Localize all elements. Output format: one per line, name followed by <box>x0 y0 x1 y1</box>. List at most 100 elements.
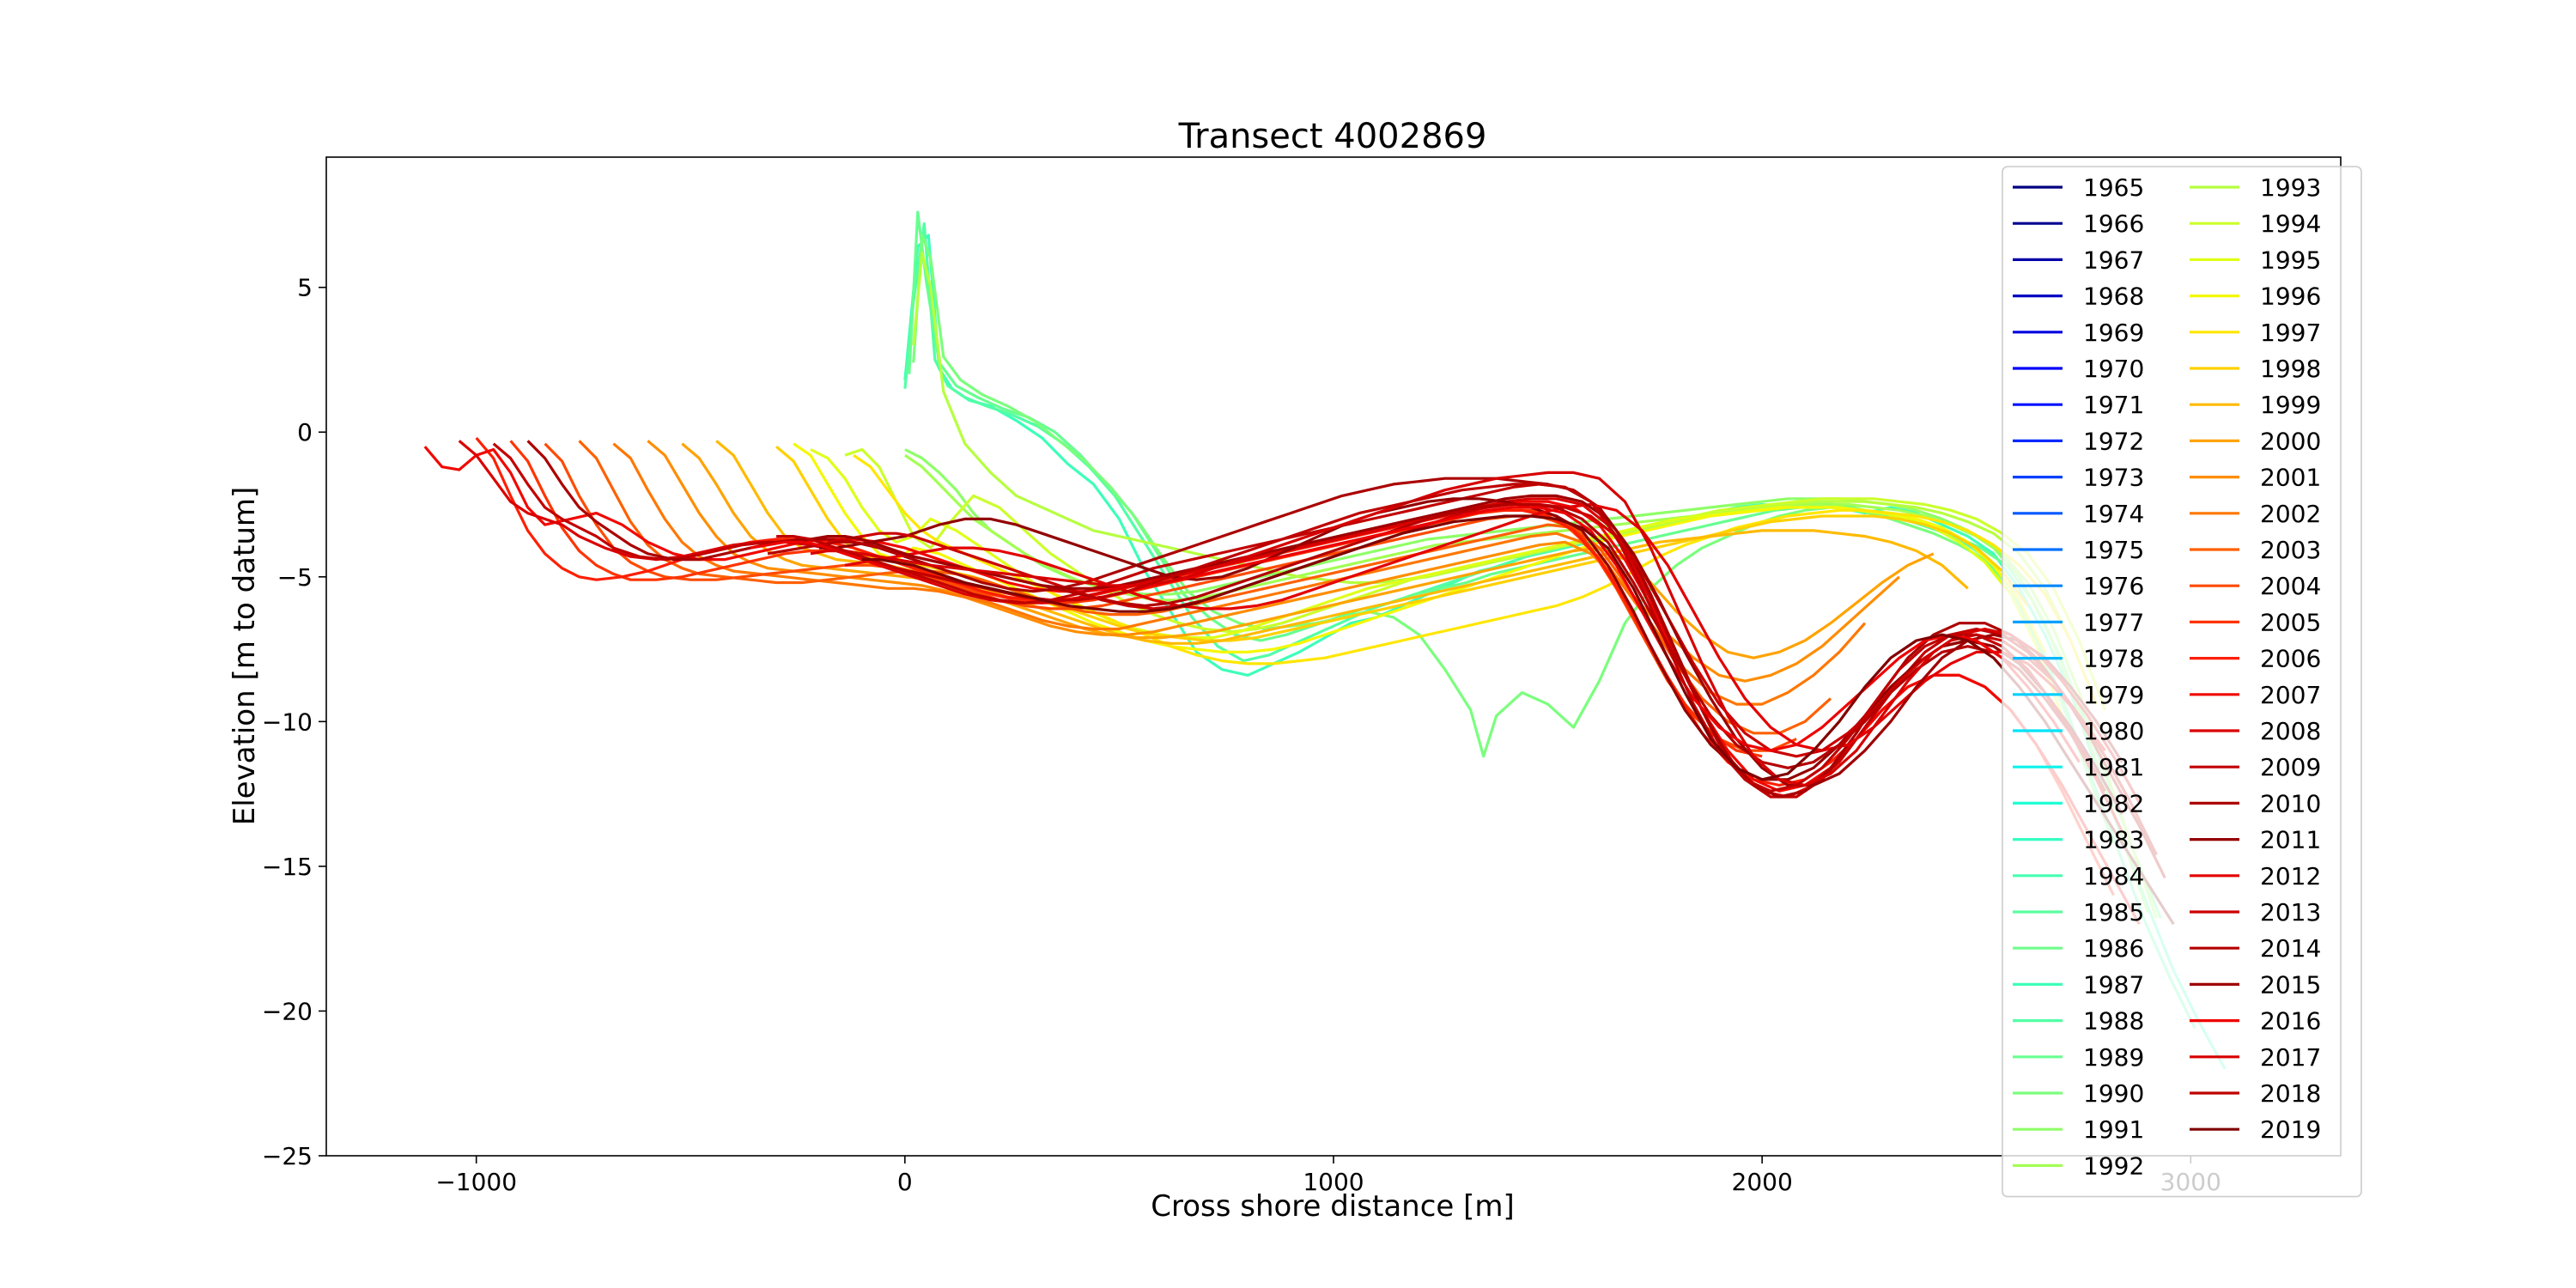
legend-label: 1973 <box>2083 464 2144 492</box>
legend-label: 2000 <box>2260 427 2321 455</box>
legend-label: 1978 <box>2083 645 2144 673</box>
legend-label: 2009 <box>2260 753 2321 781</box>
legend-label: 1971 <box>2083 391 2144 419</box>
series-line-2011 <box>819 497 2123 815</box>
series-line-2012 <box>844 502 2106 752</box>
x-tick-label: 2000 <box>1732 1168 1793 1196</box>
legend-item-1999: 1999 <box>2190 391 2321 419</box>
legend-item-1997: 1997 <box>2190 319 2321 347</box>
legend-item-1975: 1975 <box>2013 536 2144 564</box>
y-tick-label: −20 <box>262 997 313 1025</box>
y-tick-label: −10 <box>262 708 313 736</box>
legend-item-1982: 1982 <box>2013 789 2144 817</box>
legend-label: 1968 <box>2083 283 2144 311</box>
series-line-2013 <box>827 502 2132 804</box>
legend-item-1969: 1969 <box>2013 319 2144 347</box>
legend-label: 1982 <box>2083 789 2144 817</box>
legend-item-1981: 1981 <box>2013 753 2144 781</box>
legend-label: 1988 <box>2083 1007 2144 1036</box>
legend-label: 2006 <box>2260 645 2321 673</box>
x-axis-label: Cross shore distance [m] <box>1151 1189 1515 1224</box>
legend-item-1979: 1979 <box>2013 681 2144 709</box>
legend-label: 1998 <box>2260 355 2321 383</box>
legend-label: 2019 <box>2260 1115 2321 1144</box>
legend-label: 1977 <box>2083 608 2144 636</box>
y-axis-label: Elevation [m to datum] <box>228 487 262 826</box>
legend-box <box>2002 166 2362 1198</box>
legend-item-1995: 1995 <box>2190 246 2321 274</box>
legend-label: 1993 <box>2260 173 2321 202</box>
legend-item-1983: 1983 <box>2013 826 2144 854</box>
legend-item-2010: 2010 <box>2190 789 2321 817</box>
legend-item-1974: 1974 <box>2013 500 2144 528</box>
legend-label: 2015 <box>2260 970 2321 999</box>
series-line-1990 <box>912 234 2116 844</box>
legend-item-1985: 1985 <box>2013 898 2144 927</box>
legend-label: 1974 <box>2083 500 2144 528</box>
legend-label: 2007 <box>2260 681 2321 709</box>
legend-label: 1987 <box>2083 970 2144 999</box>
legend-item-1965: 1965 <box>2013 173 2144 202</box>
legend-label: 1967 <box>2083 246 2144 274</box>
legend-item-2005: 2005 <box>2190 608 2321 636</box>
legend-item-1994: 1994 <box>2190 210 2321 238</box>
legend-item-2004: 2004 <box>2190 572 2321 600</box>
legend-label: 2003 <box>2260 536 2321 564</box>
legend-item-2006: 2006 <box>2190 645 2321 673</box>
legend-item-1987: 1987 <box>2013 970 2144 999</box>
y-tick-label: −5 <box>277 563 313 592</box>
legend-label: 2002 <box>2260 500 2321 528</box>
legend-label: 1979 <box>2083 681 2144 709</box>
legend-item-2017: 2017 <box>2190 1043 2321 1072</box>
legend-item-2009: 2009 <box>2190 753 2321 781</box>
legend-label: 1969 <box>2083 319 2144 347</box>
legend-label: 1966 <box>2083 210 2144 238</box>
legend-label: 1994 <box>2260 210 2321 238</box>
legend-label: 1981 <box>2083 753 2144 781</box>
y-tick-label: −15 <box>262 853 313 881</box>
legend-label: 1980 <box>2083 717 2144 745</box>
legend-item-1991: 1991 <box>2013 1115 2144 1144</box>
legend-label: 2013 <box>2260 898 2321 927</box>
legend-item-1973: 1973 <box>2013 464 2144 492</box>
legend-item-1990: 1990 <box>2013 1079 2144 1108</box>
y-tick-label: −25 <box>262 1142 313 1170</box>
legend-item-1984: 1984 <box>2013 862 2144 890</box>
legend-item-1980: 1980 <box>2013 717 2144 745</box>
legend-item-1992: 1992 <box>2013 1151 2144 1180</box>
legend-label: 2017 <box>2260 1043 2321 1072</box>
legend-item-1978: 1978 <box>2013 645 2144 673</box>
series-line-2000 <box>681 442 1935 659</box>
legend-label: 2005 <box>2260 608 2321 636</box>
legend-label: 1984 <box>2083 862 2144 890</box>
legend-item-1968: 1968 <box>2013 283 2144 311</box>
legend-label: 1985 <box>2083 898 2144 927</box>
legend: 1965 1966 1967 1968 1969 1970 1971 1972 1973 1974… <box>2002 166 2362 1198</box>
legend-label: 2001 <box>2260 464 2321 492</box>
legend-item-2008: 2008 <box>2190 717 2321 745</box>
legend-item-1966: 1966 <box>2013 210 2144 238</box>
legend-item-2015: 2015 <box>2190 970 2321 999</box>
legend-label: 2008 <box>2260 717 2321 745</box>
x-tick-label: 1000 <box>1303 1168 1364 1196</box>
legend-item-2007: 2007 <box>2190 681 2321 709</box>
legend-label: 2018 <box>2260 1079 2321 1108</box>
legend-item-1996: 1996 <box>2190 283 2321 311</box>
legend-label: 1989 <box>2083 1043 2144 1072</box>
legend-label: 1976 <box>2083 572 2144 600</box>
legend-label: 2010 <box>2260 789 2321 817</box>
legend-label: 1983 <box>2083 826 2144 854</box>
legend-item-1998: 1998 <box>2190 355 2321 383</box>
series-line-2019 <box>861 514 2175 926</box>
legend-item-1989: 1989 <box>2013 1043 2144 1072</box>
legend-item-2019: 2019 <box>2190 1115 2321 1144</box>
legend-item-2013: 2013 <box>2190 898 2321 927</box>
y-axis: 5 0 −5 −10 −15 −20 −25 <box>262 274 326 1170</box>
legend-item-2011: 2011 <box>2190 826 2321 854</box>
series-line-2017 <box>810 471 2141 804</box>
series-lines <box>423 210 2227 1070</box>
legend-item-2001: 2001 <box>2190 464 2321 492</box>
legend-label: 1991 <box>2083 1115 2144 1144</box>
legend-item-2002: 2002 <box>2190 500 2321 528</box>
